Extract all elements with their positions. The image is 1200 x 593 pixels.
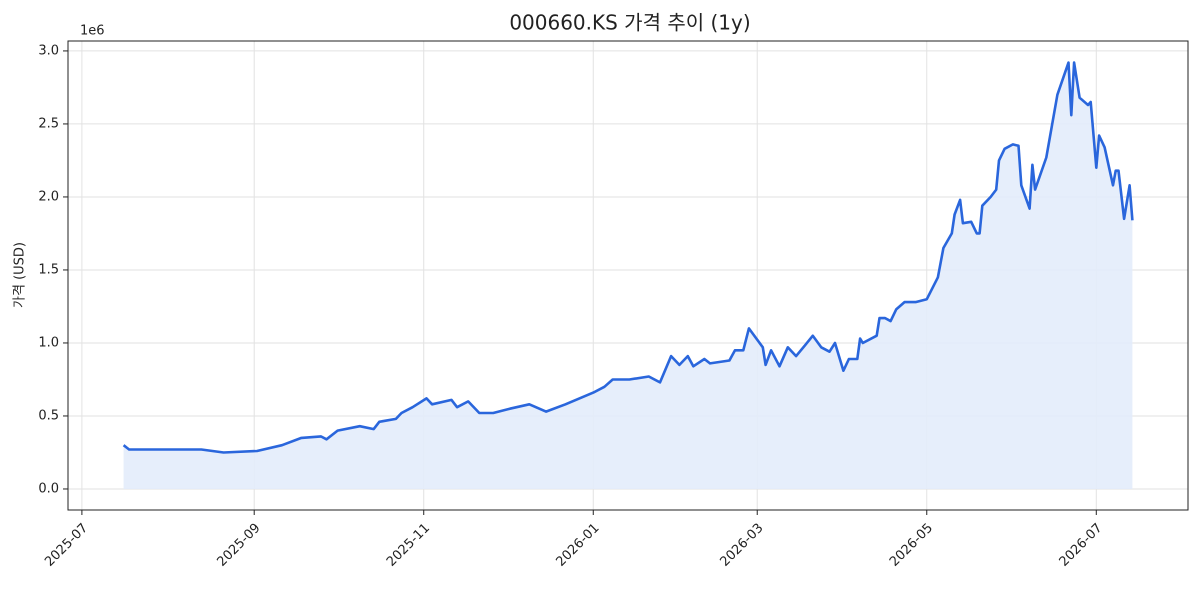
x-tick-label: 2025-09 <box>214 521 263 570</box>
area-fill <box>123 62 1133 489</box>
plot-frame <box>67 40 1189 511</box>
y-tick-label: 3.0 <box>38 43 59 58</box>
x-tick-label: 2025-07 <box>42 521 91 570</box>
chart-title: 000660.KS 가격 추이 (1y) <box>509 11 750 35</box>
x-tick-label: 2026-05 <box>887 521 936 570</box>
y-tick-label: 1.0 <box>38 335 59 350</box>
y-tick-label: 2.0 <box>38 189 59 204</box>
y-tick-label: 1.5 <box>38 262 59 277</box>
y-tick-label: 0.5 <box>38 408 59 423</box>
price-line <box>122 61 1134 454</box>
x-tick-label: 2026-07 <box>1057 521 1106 570</box>
y-tick-label: 0.0 <box>38 481 59 496</box>
x-tick-label: 2025-11 <box>384 521 433 570</box>
x-tick-label: 2026-01 <box>554 521 603 570</box>
y-offset-label: 1e6 <box>80 24 105 39</box>
y-axis-label: 가격 (USD) <box>13 242 28 308</box>
y-tick-label: 2.5 <box>38 116 59 131</box>
x-tick-label: 2026-03 <box>718 521 767 570</box>
